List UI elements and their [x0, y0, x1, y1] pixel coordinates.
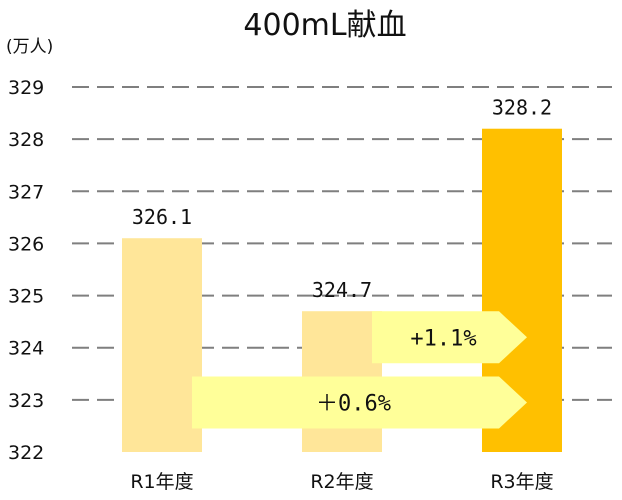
data-label: 326.1 — [132, 205, 192, 229]
x-axis-ticks: R1年度 R2年度 R3年度 — [130, 471, 553, 493]
change-label: +1.1% — [410, 326, 476, 351]
y-tick-label: 325 — [8, 286, 44, 308]
x-tick-label: R2年度 — [310, 471, 373, 493]
y-tick-label: 326 — [8, 233, 44, 255]
x-tick-label: R3年度 — [490, 471, 553, 493]
y-axis-unit-label: (万人) — [6, 37, 53, 57]
y-tick-label: 323 — [8, 390, 44, 412]
y-tick-label: 324 — [8, 338, 44, 360]
y-tick-label: 328 — [8, 129, 44, 151]
change-arrow — [372, 311, 527, 364]
chart-title: 400mL献血 — [243, 8, 406, 43]
y-tick-label: 322 — [8, 442, 44, 464]
y-tick-label: 329 — [8, 77, 44, 99]
data-label: 324.7 — [312, 278, 372, 302]
data-label: 328.2 — [492, 96, 552, 120]
data-labels: 326.1 324.7 328.2 — [132, 96, 552, 303]
y-axis-ticks: 322 323 324 325 326 327 328 329 — [8, 77, 44, 464]
change-arrow — [192, 376, 527, 429]
x-tick-label: R1年度 — [130, 471, 193, 493]
change-arrows: ＋0.6% +1.1% — [192, 311, 527, 429]
y-tick-label: 327 — [8, 181, 44, 203]
change-label: ＋0.6% — [316, 391, 391, 416]
bar — [122, 238, 202, 452]
